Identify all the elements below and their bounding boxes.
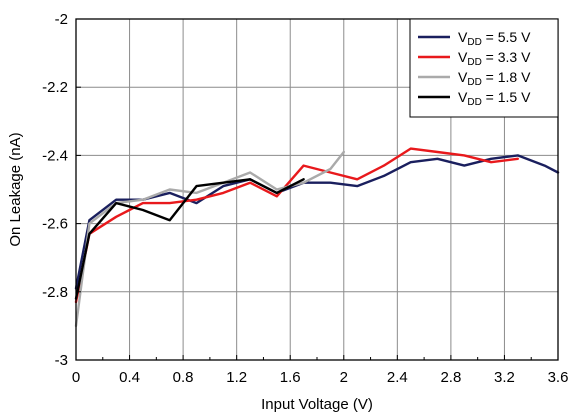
series-lines xyxy=(74,147,560,328)
x-tick-label: 2.8 xyxy=(440,369,461,386)
series-line-2 xyxy=(74,147,519,304)
x-tick-label: 1.6 xyxy=(280,369,301,386)
x-tick-labels: 0 0.4 0.8 1.2 1.6 2 2.4 2.8 3.2 3.6 xyxy=(72,369,569,386)
legend-entry-label: VDD = 5.5 V xyxy=(458,29,531,48)
y-tick-label: -2.8 xyxy=(42,284,68,301)
y-tick-labels: -3 -2.8 -2.6 -2.4 -2.2 -2 xyxy=(42,11,68,369)
grid xyxy=(76,19,558,360)
x-axis-title: Input Voltage (V) xyxy=(261,396,373,413)
x-tick-label: 0.8 xyxy=(173,369,194,386)
series-line-3 xyxy=(74,150,345,328)
y-tick-label: -2.6 xyxy=(42,216,68,233)
legend-entry-label: VDD = 1.8 V xyxy=(458,69,531,88)
x-tick-label: 3.2 xyxy=(494,369,515,386)
y-axis-title: On Leakage (nA) xyxy=(7,132,24,246)
series-line-4 xyxy=(74,178,305,300)
y-tick-label: -2.2 xyxy=(42,79,68,96)
x-tick-label: 3.6 xyxy=(548,369,569,386)
x-tick-label: 1.2 xyxy=(226,369,247,386)
x-tick-label: 2 xyxy=(340,369,348,386)
axis-ticks xyxy=(75,18,559,361)
x-tick-label: 2.4 xyxy=(387,369,408,386)
y-tick-label: -3 xyxy=(55,352,68,369)
y-tick-label: -2 xyxy=(55,11,68,28)
x-tick-label: 0.4 xyxy=(119,369,140,386)
legend-entry-label: VDD = 1.5 V xyxy=(458,89,531,108)
legend-box xyxy=(409,18,559,118)
legend-entry-label: VDD = 3.3 V xyxy=(458,49,531,68)
x-tick-label: 0 xyxy=(72,369,80,386)
y-tick-label: -2.4 xyxy=(42,147,68,164)
